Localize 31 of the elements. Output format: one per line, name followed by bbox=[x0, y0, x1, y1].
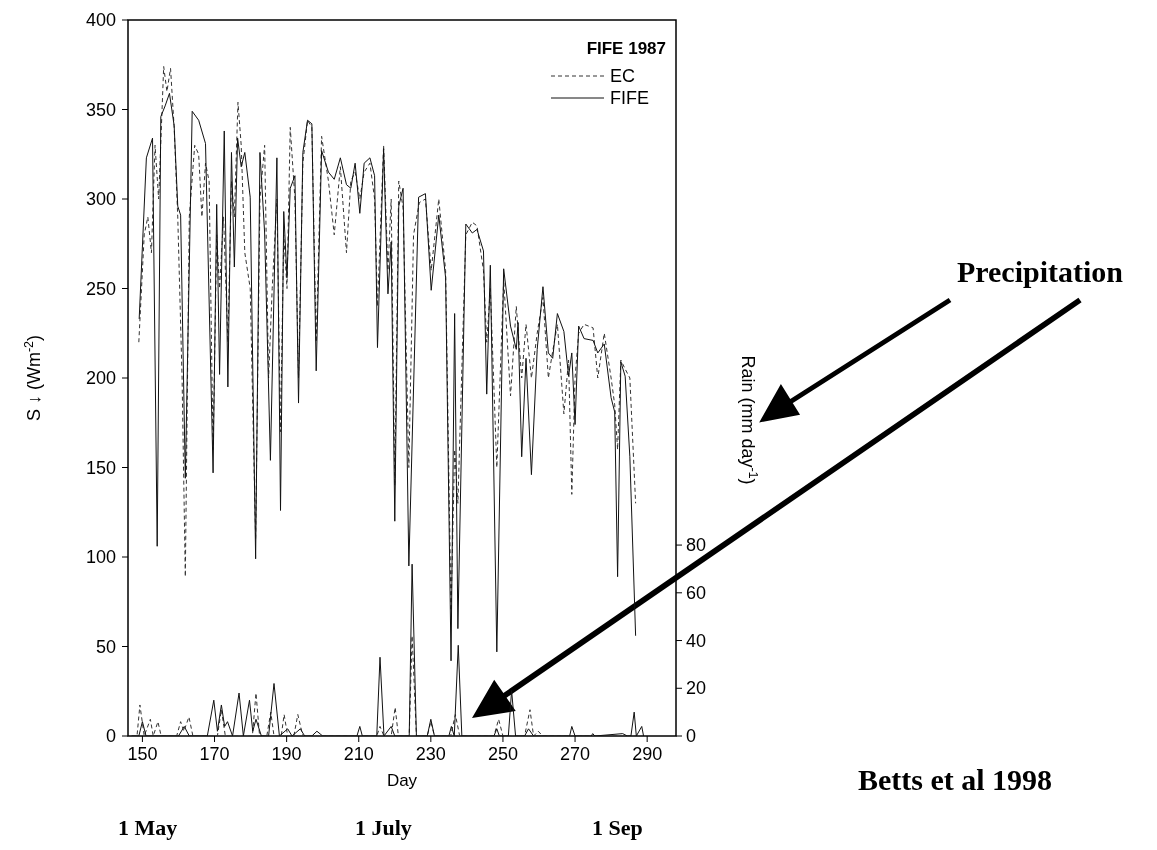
x-axis-title: Day bbox=[386, 771, 418, 790]
y-tick-label: 150 bbox=[85, 457, 116, 478]
y2-tick-label: 0 bbox=[686, 726, 697, 746]
text: 1 Sep bbox=[592, 815, 643, 840]
x-tick-label: 150 bbox=[127, 744, 158, 764]
x-tick-label: 170 bbox=[199, 744, 230, 764]
x-tick-label: 210 bbox=[343, 744, 374, 764]
y2-tick-label: 80 bbox=[686, 535, 707, 556]
legend-title: FIFE 1987 bbox=[586, 39, 666, 58]
y-tick-label: 200 bbox=[85, 368, 116, 388]
y-tick-label: 250 bbox=[85, 278, 116, 299]
x-tick-label: 230 bbox=[415, 744, 446, 764]
y-tick-label: 50 bbox=[95, 636, 116, 657]
y-tick-label: 400 bbox=[85, 10, 116, 30]
text: Betts et al 1998 bbox=[857, 763, 1053, 796]
text: 1 May bbox=[118, 815, 178, 840]
x-tick-label: 250 bbox=[487, 744, 518, 764]
x-tick-label: 190 bbox=[271, 744, 302, 764]
y2-tick-label: 20 bbox=[686, 678, 707, 699]
y-tick-label: 350 bbox=[85, 99, 116, 120]
y2-tick-label: 60 bbox=[686, 582, 707, 603]
x-tick-label: 270 bbox=[560, 744, 591, 764]
y-tick-label: 100 bbox=[85, 547, 116, 567]
legend-label: EC bbox=[610, 66, 636, 86]
text: 1 July bbox=[355, 815, 412, 840]
x-tick-label: 290 bbox=[632, 744, 663, 764]
text: Precipitation bbox=[956, 255, 1124, 288]
y-tick-label: 300 bbox=[85, 189, 116, 209]
legend-label: FIFE bbox=[610, 88, 649, 108]
y2-tick-label: 40 bbox=[686, 630, 707, 651]
y-tick-label: 0 bbox=[105, 726, 116, 746]
